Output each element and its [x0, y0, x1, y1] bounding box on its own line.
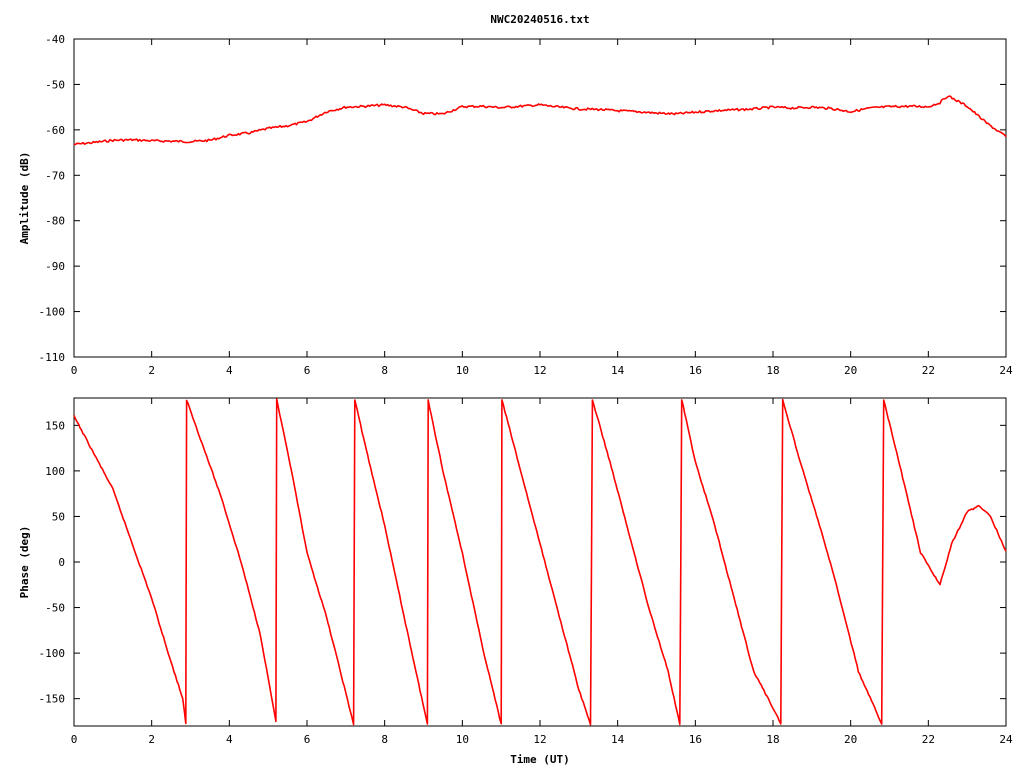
phase-ytick-label: -150 [39, 693, 66, 706]
phase-ytick-label: 50 [52, 510, 65, 523]
phase-xtick-label: 6 [304, 733, 311, 746]
phase-xtick-label: 12 [533, 733, 546, 746]
phase-panel: 0 2 4 6 8 10 12 14 16 18 20 22 24-150-100-5005010015… [18, 397, 1013, 766]
phase-xtick-label: 22 [922, 733, 935, 746]
phase-ytick-label: -50 [45, 602, 65, 615]
phase-xtick-label: 8 [381, 733, 388, 746]
amplitude-panel: 0 2 4 6 8 10 12 14 16 18 20 22 24-110-100-90-80-70-6… [18, 33, 1013, 377]
amplitude-xtick-label: 2 [148, 364, 155, 377]
phase-xtick-label: 16 [689, 733, 702, 746]
phase-ytick-label: 100 [45, 465, 65, 478]
amplitude-ytick-label: -40 [45, 33, 65, 46]
amplitude-ytick-label: -50 [45, 78, 65, 91]
phase-xtick-label: 10 [456, 733, 469, 746]
phase-ylabel: Phase (deg) [18, 526, 31, 599]
phase-xtick-label: 24 [999, 733, 1013, 746]
amplitude-xtick-label: 12 [533, 364, 546, 377]
amplitude-xtick-label: 8 [381, 364, 388, 377]
phase-xtick-label: 0 [71, 733, 78, 746]
phase-ytick-label: -100 [39, 647, 66, 660]
amplitude-xtick-label: 16 [689, 364, 702, 377]
amplitude-xtick-label: 18 [766, 364, 779, 377]
phase-ytick-label: 150 [45, 419, 65, 432]
phase-xlabel: Time (UT) [510, 753, 570, 766]
amplitude-ytick-label: -80 [45, 215, 65, 228]
amplitude-ytick-label: -90 [45, 260, 65, 273]
amplitude-xtick-label: 14 [611, 364, 625, 377]
amplitude-xtick-label: 4 [226, 364, 233, 377]
amplitude-xtick-label: 20 [844, 364, 857, 377]
amplitude-trace [74, 95, 1007, 146]
phase-ytick-label: 0 [58, 556, 65, 569]
phase-xtick-label: 18 [766, 733, 779, 746]
amplitude-ytick-label: -60 [45, 124, 65, 137]
phase-xtick-label: 4 [226, 733, 233, 746]
amplitude-plot-frame [73, 38, 1007, 358]
amplitude-xtick-label: 10 [456, 364, 469, 377]
amplitude-ylabel: Amplitude (dB) [18, 152, 31, 245]
amplitude-xtick-label: 22 [922, 364, 935, 377]
amplitude-xtick-label: 24 [999, 364, 1013, 377]
amplitude-xtick-label: 0 [71, 364, 78, 377]
phase-xtick-label: 14 [611, 733, 625, 746]
amplitude-ytick-label: -110 [39, 351, 66, 364]
amplitude-ytick-label: -100 [39, 306, 66, 319]
chart-title: NWC20240516.txt [490, 13, 589, 26]
phase-trace [73, 398, 1007, 726]
phase-xtick-label: 20 [844, 733, 857, 746]
amplitude-xtick-label: 6 [304, 364, 311, 377]
phase-plot-frame [73, 397, 1007, 727]
amplitude-ytick-label: -70 [45, 169, 65, 182]
phase-xtick-label: 2 [148, 733, 155, 746]
